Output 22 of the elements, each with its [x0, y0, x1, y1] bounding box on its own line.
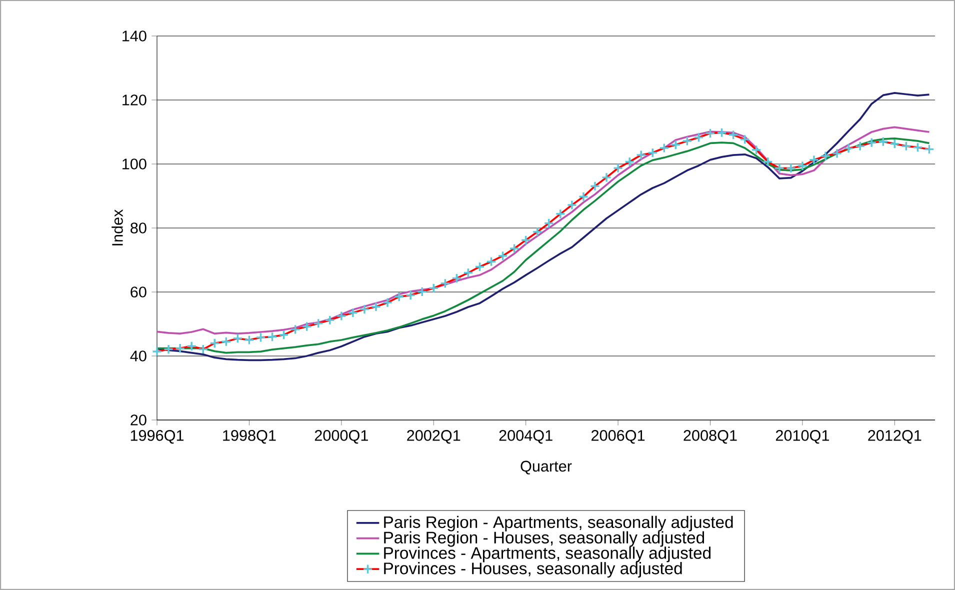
- legend-label: Paris Region - Apartments, seasonally adjusted: [384, 516, 733, 532]
- y-tick-label: 40: [130, 350, 146, 362]
- x-tick-label: 2012Q1: [868, 430, 922, 444]
- x-tick-label: 2006Q1: [592, 430, 645, 444]
- x-axis-title: Quarter: [520, 460, 572, 474]
- x-tick-label: 1996Q1: [130, 430, 184, 444]
- x-tick-label: 2008Q1: [684, 430, 737, 444]
- y-axis-title: Index: [112, 209, 123, 246]
- y-tick-label: 100: [122, 158, 146, 170]
- y-tick-label: 140: [122, 30, 146, 42]
- y-tick-label: 20: [130, 414, 146, 426]
- x-tick-label: 2000Q1: [314, 430, 368, 444]
- y-tick-label: 80: [130, 222, 146, 234]
- x-tick-label: 2002Q1: [407, 430, 460, 444]
- legend-label: Provinces - Houses, seasonally adjusted: [384, 562, 682, 578]
- legend-label: Paris Region - Houses, seasonally adjusted: [384, 531, 704, 547]
- x-tick-label: 2010Q1: [776, 430, 829, 444]
- x-tick-label: 2004Q1: [499, 430, 552, 444]
- y-tick-label: 120: [122, 94, 146, 106]
- legend-label: Provinces - Apartments, seasonally adjusted: [384, 546, 711, 562]
- y-tick-label: 60: [130, 286, 146, 298]
- x-tick-label: 1998Q1: [223, 430, 276, 444]
